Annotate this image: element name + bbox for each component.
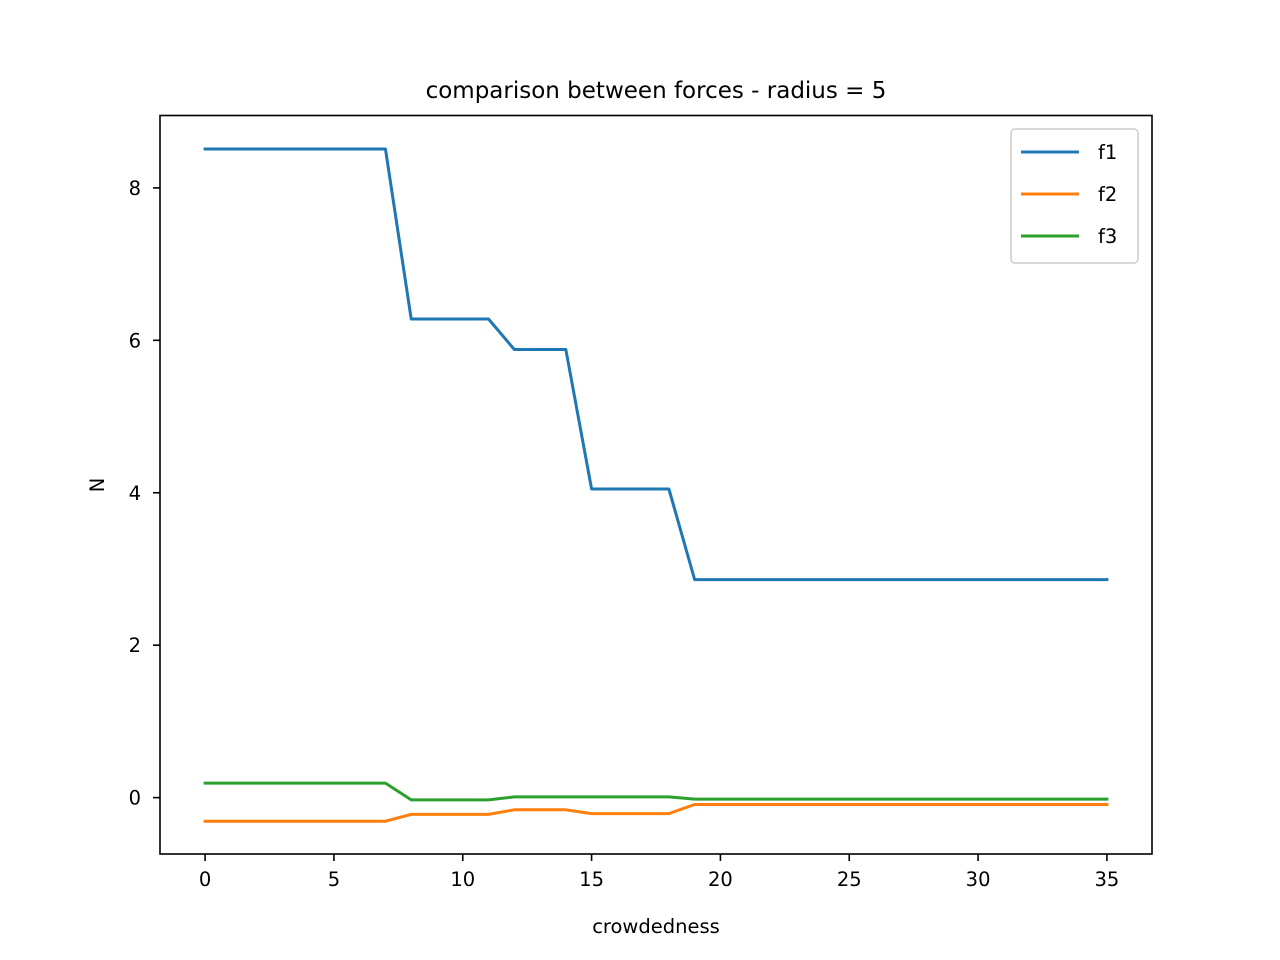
y-axis: 0 2 4 6 8 [129, 177, 160, 810]
y-tick-label: 6 [129, 329, 141, 352]
series-line-f1 [203, 147, 1109, 582]
x-tick-label: 30 [966, 868, 991, 891]
series-line-f2 [203, 802, 1109, 823]
y-tick-label: 0 [129, 787, 141, 810]
legend: f1 f2 f3 [1010, 128, 1139, 264]
plot-area [203, 147, 1109, 823]
y-tick-label: 4 [129, 482, 141, 505]
y-tick-label: 8 [129, 177, 141, 200]
legend-box [1010, 128, 1139, 264]
legend-label-f1: f1 [1098, 141, 1117, 164]
y-tick-label: 2 [129, 634, 141, 657]
y-axis-label: N [86, 478, 109, 493]
chart-title: comparison between forces - radius = 5 [426, 78, 887, 104]
x-tick-label: 20 [708, 868, 733, 891]
x-tick-label: 10 [450, 868, 475, 891]
x-tick-label: 0 [199, 868, 211, 891]
x-tick-label: 5 [328, 868, 340, 891]
legend-label-f2: f2 [1098, 183, 1117, 206]
legend-label-f3: f3 [1098, 225, 1117, 248]
x-tick-label: 25 [837, 868, 862, 891]
x-tick-label: 35 [1094, 868, 1119, 891]
x-axis-label: crowdedness [592, 915, 720, 938]
axes-frame [159, 114, 1153, 855]
series-line-f3 [203, 781, 1109, 802]
x-axis: 0 5 10 15 20 25 30 35 [199, 854, 1119, 891]
x-tick-label: 15 [579, 868, 604, 891]
